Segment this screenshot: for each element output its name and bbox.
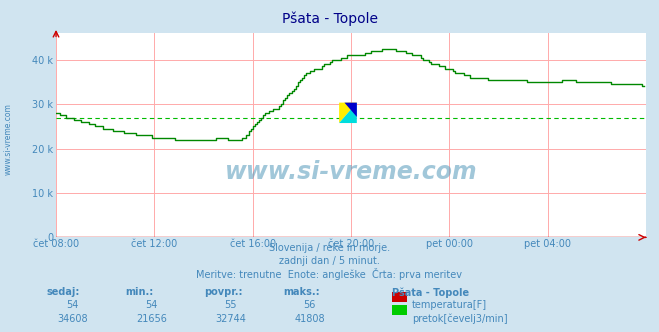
Text: temperatura[F]: temperatura[F] <box>412 300 487 310</box>
Text: zadnji dan / 5 minut.: zadnji dan / 5 minut. <box>279 256 380 266</box>
Text: maks.:: maks.: <box>283 287 320 297</box>
Text: 21656: 21656 <box>136 314 167 324</box>
Text: 34608: 34608 <box>57 314 88 324</box>
Text: 41808: 41808 <box>295 314 325 324</box>
Polygon shape <box>339 103 357 123</box>
Polygon shape <box>345 103 357 117</box>
Text: 56: 56 <box>304 300 316 310</box>
Text: 55: 55 <box>225 300 237 310</box>
Text: min.:: min.: <box>125 287 154 297</box>
Text: sedaj:: sedaj: <box>46 287 80 297</box>
Text: 32744: 32744 <box>215 314 246 324</box>
Polygon shape <box>339 103 357 123</box>
Text: Pšata - Topole: Pšata - Topole <box>392 287 469 298</box>
Text: www.si-vreme.com: www.si-vreme.com <box>3 104 13 175</box>
Text: 54: 54 <box>146 300 158 310</box>
Text: Pšata - Topole: Pšata - Topole <box>281 12 378 26</box>
Text: www.si-vreme.com: www.si-vreme.com <box>225 160 477 184</box>
Text: povpr.:: povpr.: <box>204 287 243 297</box>
Text: 54: 54 <box>67 300 78 310</box>
Text: Slovenija / reke in morje.: Slovenija / reke in morje. <box>269 243 390 253</box>
Text: pretok[čevelj3/min]: pretok[čevelj3/min] <box>412 314 507 324</box>
Text: Meritve: trenutne  Enote: angleške  Črta: prva meritev: Meritve: trenutne Enote: angleške Črta: … <box>196 268 463 280</box>
